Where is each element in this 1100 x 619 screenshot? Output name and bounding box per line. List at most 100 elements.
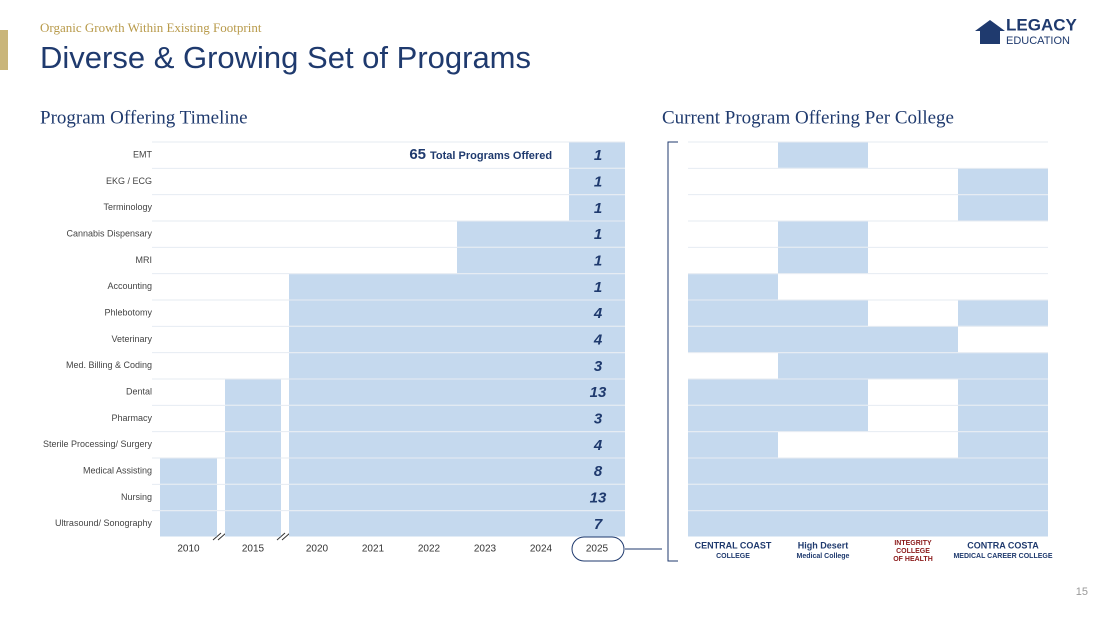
program-cell [289, 300, 345, 326]
program-count: 4 [593, 331, 603, 348]
program-cell [289, 326, 345, 353]
program-cell [569, 511, 625, 537]
college-name: COLLEGE [716, 553, 750, 560]
x-tick-label: 2024 [530, 544, 553, 555]
offer-cell [958, 379, 1048, 405]
offer-cell [778, 458, 868, 484]
program-cell [569, 379, 625, 405]
offer-cell [688, 379, 778, 405]
program-cell [513, 353, 569, 379]
program-cell [457, 353, 513, 379]
accent-bar [0, 30, 8, 70]
program-cell [225, 511, 281, 537]
college-name: CONTRA COSTA [967, 540, 1039, 550]
offer-cell [688, 300, 778, 326]
program-cell [345, 405, 401, 432]
program-cell [457, 221, 513, 247]
program-cell [225, 379, 281, 405]
program-cell [569, 168, 625, 195]
x-tick-label: 2020 [306, 544, 329, 555]
program-cell [569, 300, 625, 326]
program-label: Sterile Processing/ Surgery [43, 439, 153, 449]
offer-cell [868, 511, 958, 537]
offer-cell [958, 458, 1048, 484]
program-cell [457, 379, 513, 405]
program-cell [513, 247, 569, 274]
logo-text: LEGACY [1006, 15, 1078, 34]
offer-cell [778, 353, 868, 379]
program-count: 1 [594, 147, 602, 164]
program-cell [401, 379, 457, 405]
offer-cell [868, 353, 958, 379]
program-label: Ultrasound/ Sonography [55, 518, 153, 528]
program-count: 1 [594, 252, 602, 269]
offer-cell [958, 484, 1048, 511]
program-cell [345, 326, 401, 353]
program-cell [457, 300, 513, 326]
program-cell [160, 511, 217, 537]
program-cell [569, 142, 625, 168]
program-label: Accounting [107, 281, 152, 291]
program-cell [289, 353, 345, 379]
offer-cell [778, 247, 868, 274]
program-count: 1 [594, 200, 602, 217]
offer-cell [958, 405, 1048, 432]
program-count: 7 [594, 516, 603, 533]
offer-cell [688, 432, 778, 458]
program-cell [457, 432, 513, 458]
x-tick-label: 2021 [362, 544, 385, 555]
offer-cell [688, 511, 778, 537]
program-cell [225, 432, 281, 458]
program-cell [569, 432, 625, 458]
program-count: 4 [593, 437, 603, 454]
program-cell [345, 353, 401, 379]
offer-cell [688, 326, 778, 353]
program-cell [160, 484, 217, 511]
program-cell [345, 300, 401, 326]
program-cell [457, 511, 513, 537]
section-title: Current Program Offering Per College [662, 107, 954, 128]
program-cell [513, 379, 569, 405]
college-name: INTEGRITY [894, 540, 932, 547]
program-cell [569, 353, 625, 379]
program-cell [401, 511, 457, 537]
section-title: Program Offering Timeline [40, 107, 248, 128]
offer-cell [688, 274, 778, 300]
offer-cell [958, 353, 1048, 379]
offer-cell [868, 326, 958, 353]
program-cell [513, 458, 569, 484]
program-count: 13 [590, 489, 607, 506]
program-cell [345, 511, 401, 537]
program-cell [345, 379, 401, 405]
connector [625, 141, 678, 562]
program-cell [345, 458, 401, 484]
program-cell [513, 432, 569, 458]
program-cell [457, 247, 513, 274]
program-label: Med. Billing & Coding [66, 360, 152, 370]
program-cell [457, 274, 513, 300]
program-label: Dental [126, 387, 152, 397]
program-cell [225, 484, 281, 511]
program-label: EKG / ECG [106, 176, 152, 186]
program-cell [401, 405, 457, 432]
offer-cell [688, 405, 778, 432]
program-cell [513, 484, 569, 511]
program-cell [289, 405, 345, 432]
program-cell [569, 221, 625, 247]
x-tick-label: 2025 [586, 544, 609, 555]
program-cell [569, 405, 625, 432]
offer-cell [688, 484, 778, 511]
title: Diverse & Growing Set of Programs [40, 40, 531, 75]
offer-cell [778, 142, 868, 168]
x-tick-label: 2010 [177, 544, 200, 555]
total-label: Total Programs Offered [430, 150, 552, 162]
offer-cell [868, 484, 958, 511]
program-cell [457, 405, 513, 432]
program-cell [513, 274, 569, 300]
offer-cell [778, 221, 868, 247]
offer-cell [778, 484, 868, 511]
program-cell [401, 274, 457, 300]
college-name: COLLEGE [896, 548, 930, 555]
offer-cell [958, 432, 1048, 458]
